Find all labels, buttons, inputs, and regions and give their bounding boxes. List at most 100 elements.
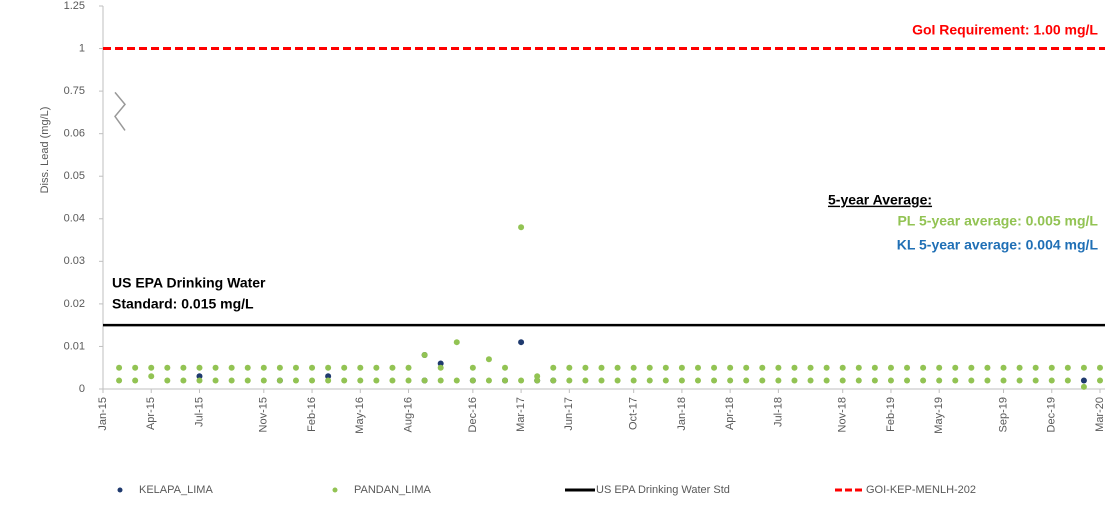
point — [1032, 364, 1039, 371]
point — [678, 364, 685, 371]
y-tick-label: 0.01 — [64, 340, 85, 352]
x-tick-label: Mar-17 — [515, 397, 527, 432]
kl-average: KL 5-year average: 0.004 mg/L — [897, 237, 1099, 253]
point — [437, 364, 444, 371]
y-tick-label: 0.03 — [64, 255, 85, 267]
point — [727, 377, 734, 384]
point — [485, 377, 492, 384]
point — [260, 377, 267, 384]
point — [228, 364, 235, 371]
point — [1016, 364, 1023, 371]
point — [904, 377, 911, 384]
point — [212, 364, 219, 371]
x-tick-label: Jan-15 — [97, 397, 109, 431]
point — [405, 377, 412, 384]
point — [196, 377, 203, 384]
x-tick-label: Apr-18 — [724, 397, 736, 430]
point — [855, 377, 862, 384]
point — [582, 364, 589, 371]
point — [1064, 377, 1071, 384]
point — [1000, 377, 1007, 384]
point — [887, 364, 894, 371]
point — [212, 377, 219, 384]
point — [566, 377, 573, 384]
point — [550, 364, 557, 371]
point — [292, 364, 299, 371]
x-tick-label: Feb-19 — [885, 397, 897, 432]
point — [1048, 364, 1055, 371]
point — [469, 364, 476, 371]
point — [759, 364, 766, 371]
legend-label: US EPA Drinking Water Std — [596, 484, 730, 496]
point — [823, 364, 830, 371]
point — [694, 364, 701, 371]
point — [743, 364, 750, 371]
point — [437, 377, 444, 384]
point — [920, 364, 927, 371]
point — [968, 364, 975, 371]
point — [662, 364, 669, 371]
point — [485, 356, 492, 363]
point — [1097, 364, 1103, 371]
y-tick-label: 0.02 — [64, 298, 85, 310]
point — [453, 339, 460, 346]
point — [373, 364, 380, 371]
point — [276, 377, 283, 384]
point — [132, 377, 139, 384]
y-tick-label: 1 — [79, 42, 85, 54]
x-tick-label: Jul-18 — [772, 397, 784, 427]
y-tick-label: 0.05 — [64, 170, 85, 182]
epa-annotation: US EPA Drinking Water — [112, 275, 266, 291]
point — [871, 377, 878, 384]
point — [694, 377, 701, 384]
point — [936, 364, 943, 371]
x-tick-label: Dec-19 — [1046, 397, 1058, 432]
x-tick-label: Jun-17 — [563, 397, 575, 431]
point — [1097, 377, 1103, 384]
point — [534, 377, 541, 384]
point — [389, 377, 396, 384]
point — [1016, 377, 1023, 384]
point — [1080, 377, 1087, 384]
point — [260, 364, 267, 371]
point — [357, 364, 364, 371]
point — [469, 377, 476, 384]
y-tick-label: 0.06 — [64, 128, 85, 140]
legend-marker — [117, 487, 123, 493]
point — [292, 377, 299, 384]
point — [518, 377, 525, 384]
point — [116, 364, 123, 371]
point — [276, 364, 283, 371]
point — [936, 377, 943, 384]
axis-break — [114, 91, 126, 131]
point — [904, 364, 911, 371]
point — [855, 364, 862, 371]
point — [775, 377, 782, 384]
y-axis-label: Diss. Lead (mg/L) — [39, 107, 51, 194]
point — [823, 377, 830, 384]
x-tick-label: Apr-15 — [145, 397, 157, 430]
point — [309, 377, 316, 384]
point — [164, 377, 171, 384]
point — [952, 377, 959, 384]
point — [791, 364, 798, 371]
point — [325, 364, 332, 371]
point — [550, 377, 557, 384]
x-tick-label: Oct-17 — [628, 397, 640, 430]
point — [421, 351, 428, 358]
x-tick-label: Jan-18 — [676, 397, 688, 431]
point — [309, 364, 316, 371]
point — [582, 377, 589, 384]
point — [244, 377, 251, 384]
point — [630, 377, 637, 384]
point — [132, 364, 139, 371]
point — [887, 377, 894, 384]
epa-annotation: Standard: 0.015 mg/L — [112, 296, 254, 312]
point — [437, 360, 444, 367]
point — [807, 364, 814, 371]
x-tick-label: Aug-16 — [402, 397, 414, 432]
point — [196, 364, 203, 371]
point — [614, 377, 621, 384]
point — [775, 364, 782, 371]
point — [614, 364, 621, 371]
